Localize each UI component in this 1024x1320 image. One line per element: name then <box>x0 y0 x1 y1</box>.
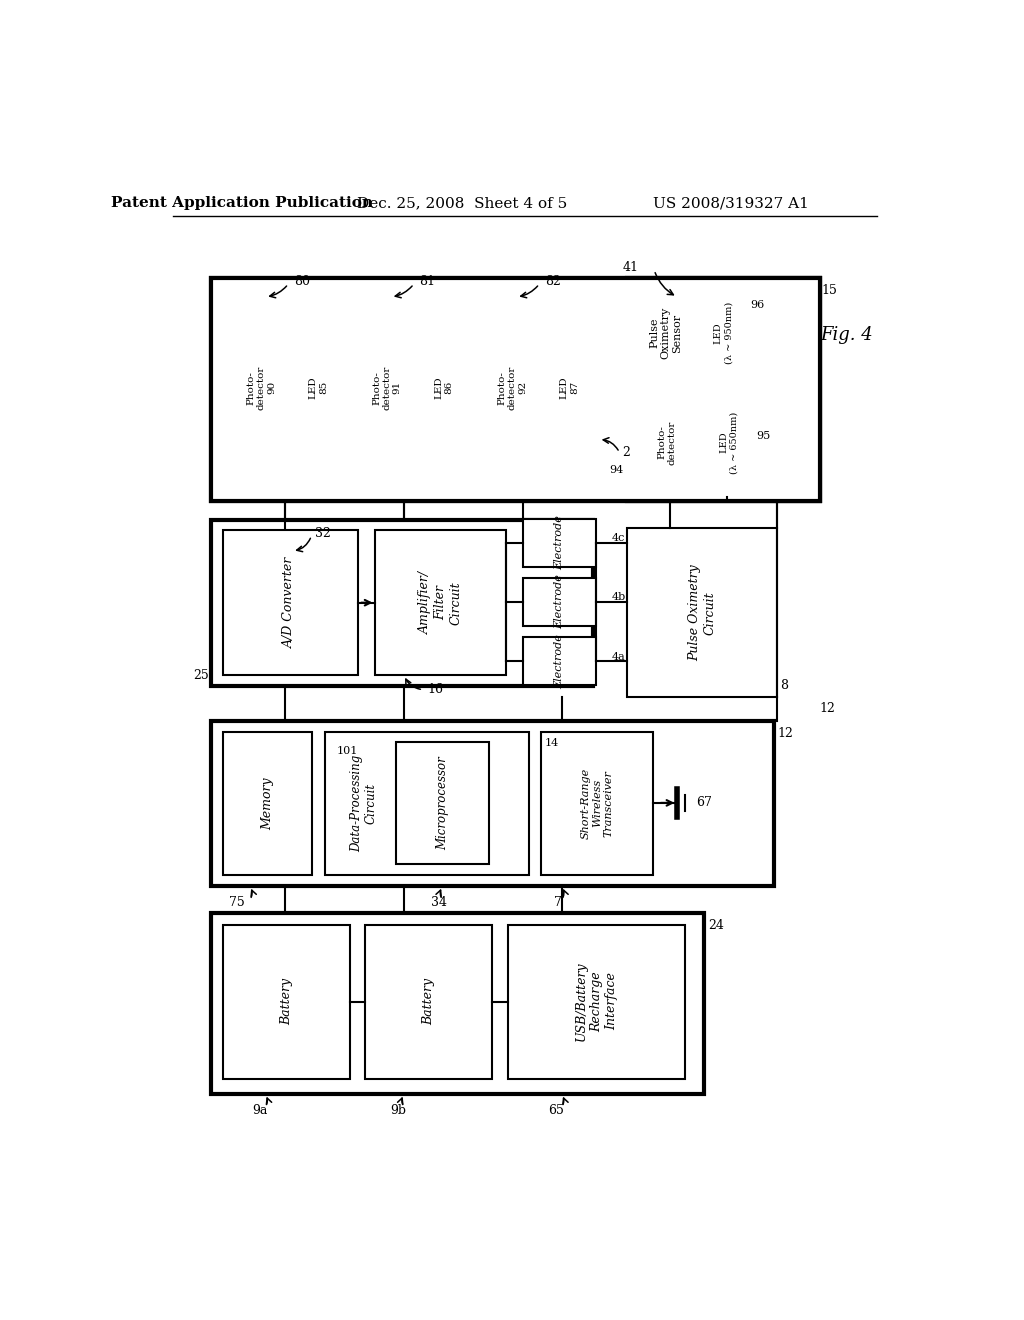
Text: Fig. 4: Fig. 4 <box>820 326 873 345</box>
Bar <box>481 305 544 470</box>
Bar <box>366 924 493 1078</box>
Text: Pulse Oximetry
Circuit: Pulse Oximetry Circuit <box>688 565 716 661</box>
Bar <box>376 531 506 675</box>
Text: Microprocessor: Microprocessor <box>436 756 449 850</box>
Text: 16: 16 <box>427 684 443 696</box>
Bar <box>356 305 418 470</box>
Bar <box>523 578 596 626</box>
Text: 24: 24 <box>708 919 724 932</box>
Text: 2: 2 <box>622 446 630 459</box>
Text: 94: 94 <box>609 465 624 475</box>
Text: LED
85: LED 85 <box>309 376 328 399</box>
Bar <box>211 277 819 502</box>
Bar <box>549 305 591 470</box>
Text: 34: 34 <box>430 896 446 909</box>
Bar <box>352 300 472 477</box>
Text: Short-Range
Wireless
Transceiver: Short-Range Wireless Transceiver <box>581 768 613 840</box>
Bar <box>211 721 773 886</box>
Bar <box>508 924 685 1078</box>
Text: USB/Battery
Recharge
Interface: USB/Battery Recharge Interface <box>574 962 617 1041</box>
Text: 9b: 9b <box>390 1104 407 1117</box>
Bar <box>223 531 357 675</box>
Bar <box>211 913 705 1094</box>
Bar <box>396 742 488 863</box>
Text: 25: 25 <box>194 669 209 682</box>
Text: 65: 65 <box>549 1104 564 1117</box>
Text: 96: 96 <box>751 300 765 310</box>
Text: 4a: 4a <box>611 652 626 661</box>
Bar <box>326 733 529 875</box>
Text: Battery: Battery <box>280 978 293 1026</box>
Bar <box>219 289 600 486</box>
Text: 4b: 4b <box>611 593 626 602</box>
Text: 41: 41 <box>623 261 639 275</box>
Text: Photo-
detector: Photo- detector <box>657 420 677 465</box>
Text: Battery: Battery <box>423 978 435 1026</box>
Text: Data-Processing
Circuit: Data-Processing Circuit <box>350 755 378 851</box>
Bar <box>478 300 597 477</box>
Bar <box>706 393 752 492</box>
Text: Dec. 25, 2008  Sheet 4 of 5: Dec. 25, 2008 Sheet 4 of 5 <box>356 197 567 210</box>
Bar <box>223 733 311 875</box>
Bar <box>226 300 346 477</box>
Text: Memory: Memory <box>261 777 273 829</box>
Text: Amplifier/
Filter
Circuit: Amplifier/ Filter Circuit <box>420 572 463 634</box>
Text: US 2008/319327 A1: US 2008/319327 A1 <box>653 197 809 210</box>
Bar <box>211 520 593 686</box>
Text: 4c: 4c <box>611 533 626 543</box>
Bar <box>223 924 350 1078</box>
Text: 101: 101 <box>337 746 358 756</box>
Text: Photo-
detector
91: Photo- detector 91 <box>372 366 401 411</box>
Text: 82: 82 <box>545 275 561 288</box>
Text: 7: 7 <box>554 896 562 909</box>
Bar <box>230 305 292 470</box>
Bar <box>523 638 596 685</box>
Bar <box>211 277 819 502</box>
Text: 12: 12 <box>777 726 794 739</box>
Text: Electrode: Electrode <box>554 515 564 570</box>
Text: LED
(λ ~ 650nm): LED (λ ~ 650nm) <box>719 412 738 474</box>
Bar <box>631 281 816 385</box>
Text: LED
86: LED 86 <box>434 376 454 399</box>
Text: LED
87: LED 87 <box>560 376 580 399</box>
Bar <box>700 288 746 379</box>
Text: 9a: 9a <box>252 1104 267 1117</box>
Bar <box>628 277 819 502</box>
Text: 8: 8 <box>779 680 787 693</box>
Bar <box>635 393 700 492</box>
Text: 12: 12 <box>819 702 836 715</box>
Text: 67: 67 <box>696 796 713 809</box>
Text: Pulse
Oximetry
Sensor: Pulse Oximetry Sensor <box>649 308 682 359</box>
Text: LED
(λ ~ 950nm): LED (λ ~ 950nm) <box>714 302 733 364</box>
Text: 14: 14 <box>545 738 559 748</box>
Bar <box>631 389 816 498</box>
Text: A/D Converter: A/D Converter <box>284 557 297 648</box>
Text: 32: 32 <box>315 527 331 540</box>
Text: 80: 80 <box>295 275 310 288</box>
Bar <box>423 305 466 470</box>
Text: Patent Application Publication: Patent Application Publication <box>112 197 373 210</box>
Text: Electrode: Electrode <box>554 574 564 630</box>
Text: 15: 15 <box>821 284 838 297</box>
Bar <box>523 519 596 566</box>
Bar <box>541 733 652 875</box>
Bar <box>298 305 340 470</box>
Text: 75: 75 <box>228 896 245 909</box>
Text: 95: 95 <box>756 430 770 441</box>
Text: Electrode: Electrode <box>554 634 564 689</box>
Text: 81: 81 <box>419 275 435 288</box>
Bar <box>628 528 777 697</box>
Text: Photo-
detector
92: Photo- detector 92 <box>498 366 527 411</box>
Bar <box>637 396 698 490</box>
Text: Photo-
detector
90: Photo- detector 90 <box>247 366 276 411</box>
